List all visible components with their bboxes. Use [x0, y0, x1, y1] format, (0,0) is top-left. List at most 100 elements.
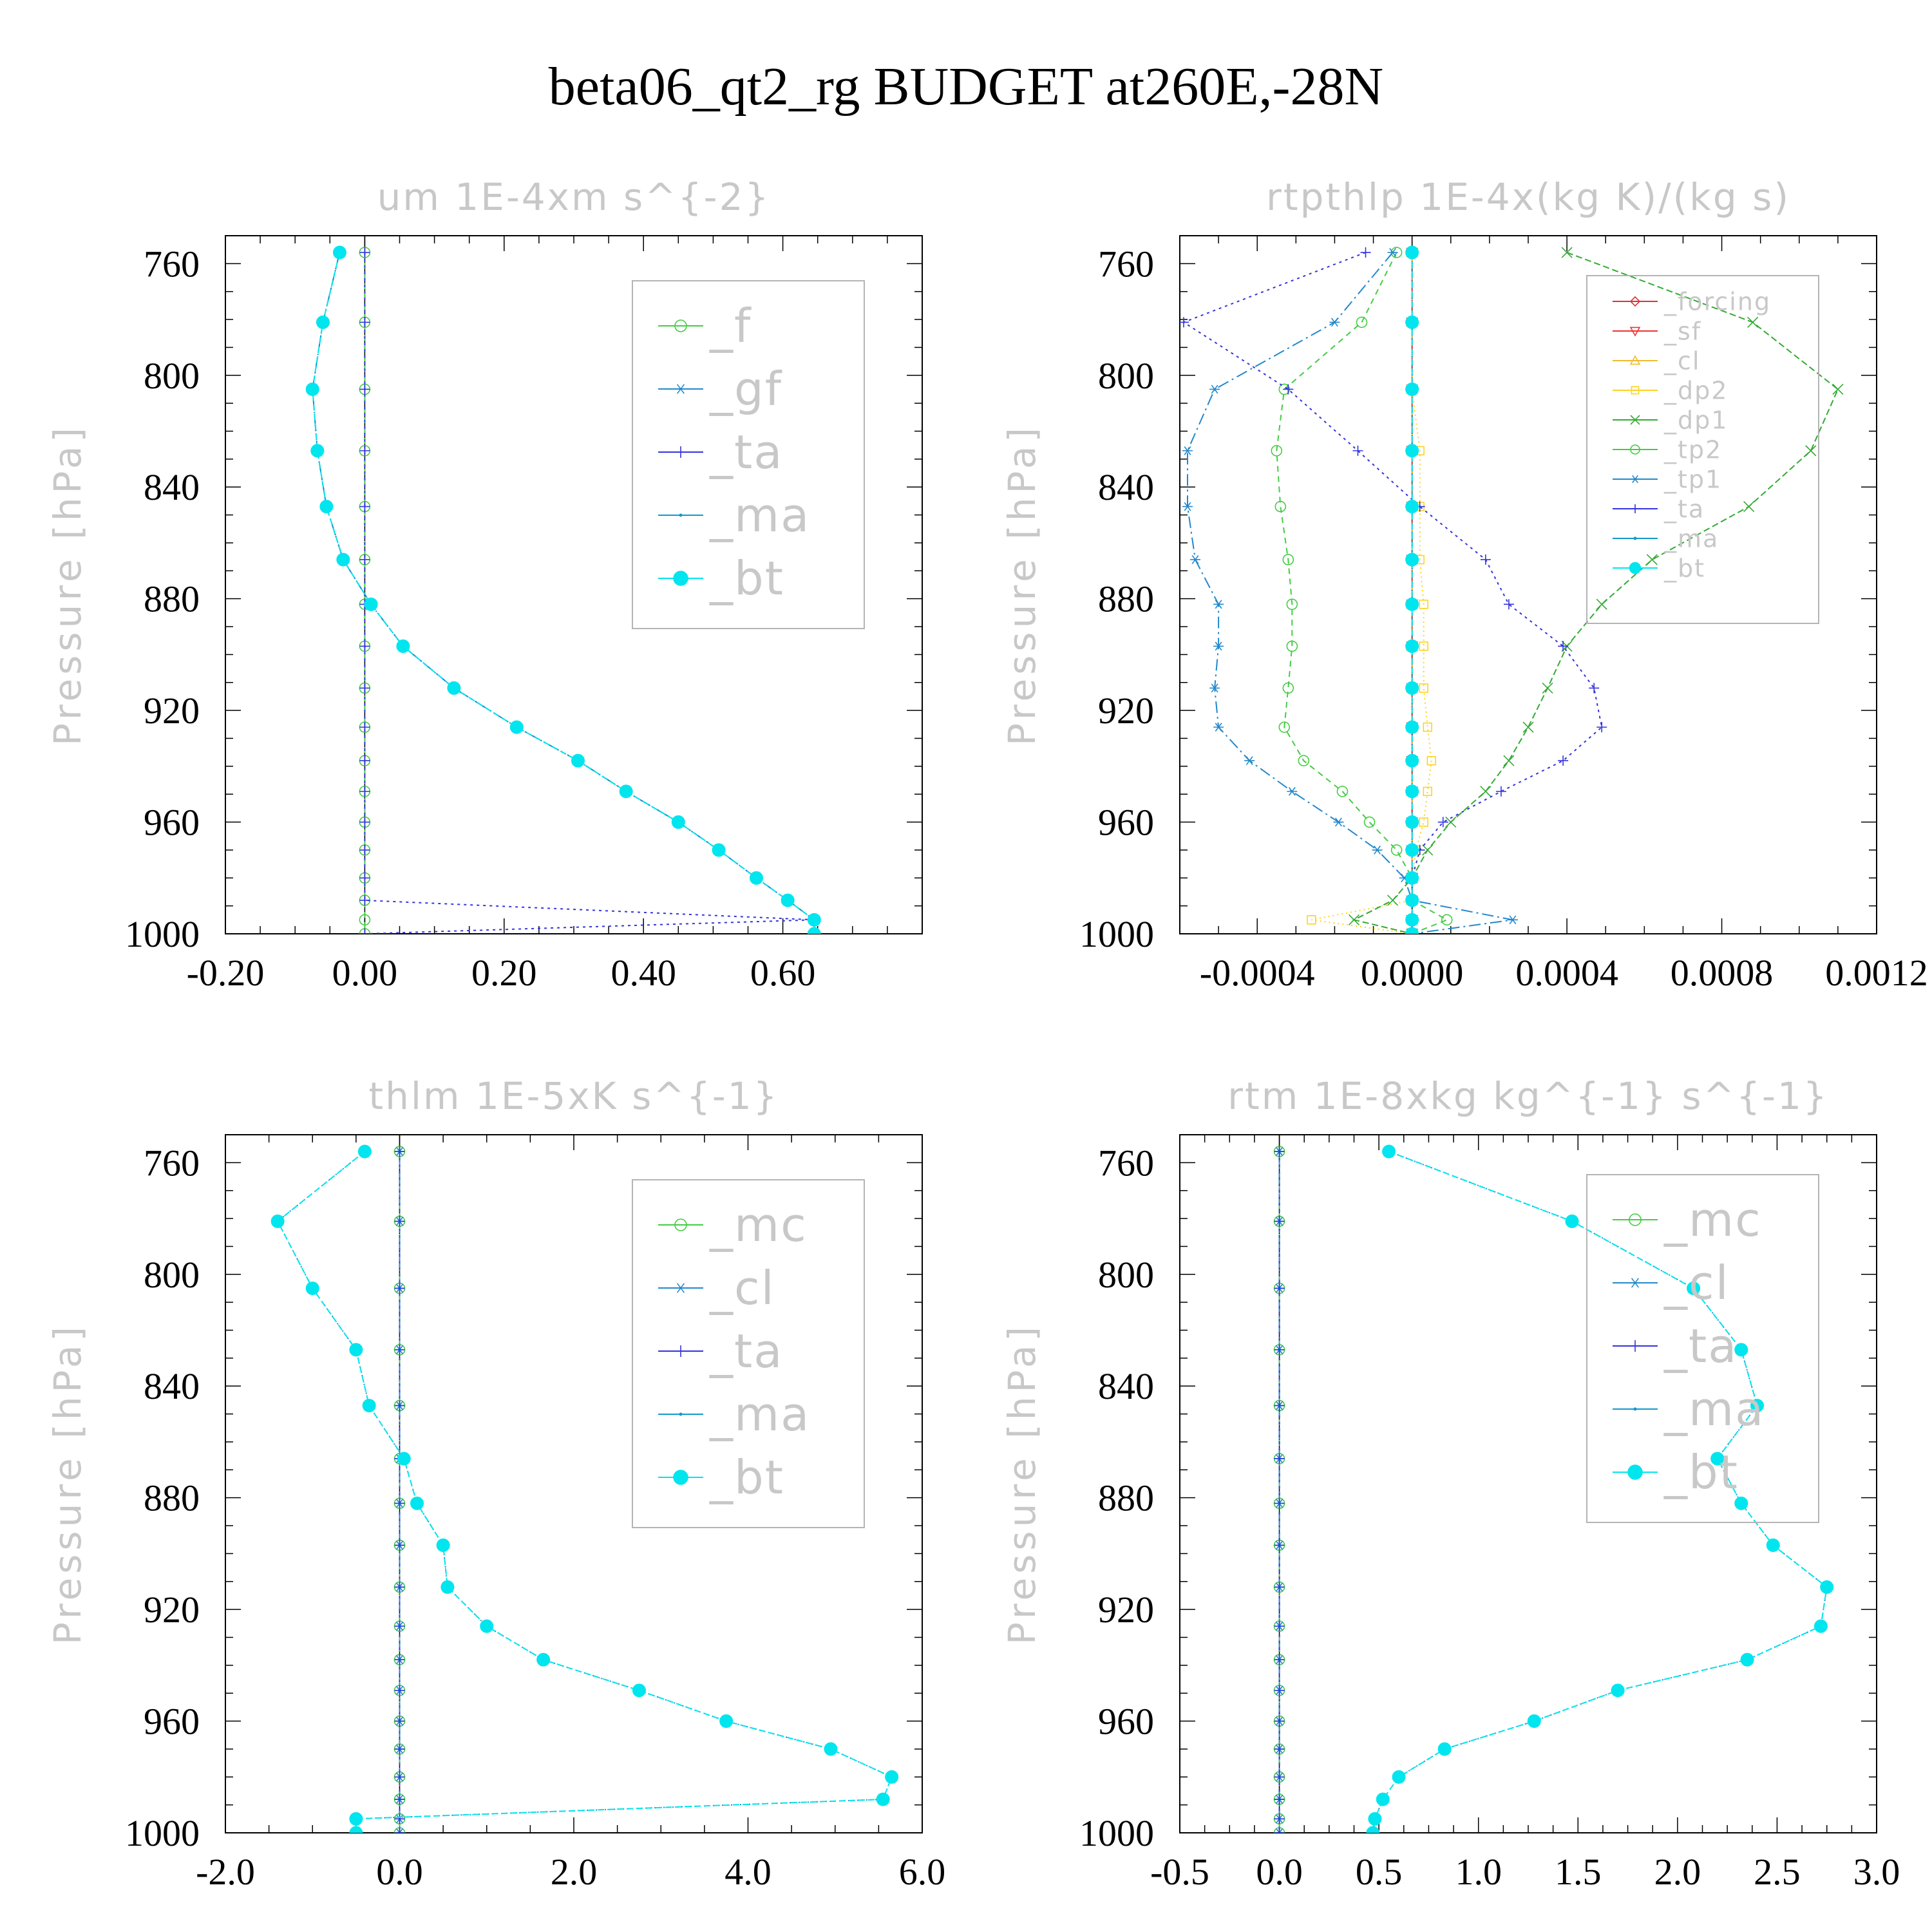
- data-point: [807, 927, 821, 934]
- x-tick-label: 1.0: [1455, 1851, 1502, 1893]
- data-point: [1405, 639, 1419, 653]
- y-tick-label: 880: [1098, 578, 1154, 620]
- data-point: [1766, 1538, 1780, 1552]
- legend-label: _ta: [1663, 495, 1705, 523]
- series-line: [1187, 252, 1513, 934]
- y-tick-label: 760: [1098, 1142, 1154, 1184]
- series-line: [1182, 252, 1603, 934]
- data-point: [1646, 554, 1658, 565]
- data-point: [1503, 755, 1515, 766]
- data-point: [364, 597, 378, 611]
- figure-title: beta06_qt2_rg BUDGET at260E,-28N: [549, 57, 1383, 117]
- data-point: [394, 1654, 405, 1665]
- legend-label: _forcing: [1663, 287, 1771, 316]
- y-tick-label: 760: [144, 243, 200, 285]
- data-point: [349, 1812, 363, 1826]
- data-point: [1348, 914, 1360, 925]
- data-point: [1336, 786, 1349, 797]
- data-point: [749, 871, 763, 885]
- data-point: [359, 247, 370, 258]
- x-tick-label: 0.5: [1356, 1851, 1403, 1893]
- data-point: [1274, 1146, 1285, 1157]
- data-point: [305, 1281, 319, 1295]
- legend-marker: [1629, 562, 1642, 574]
- data-point: [349, 1826, 363, 1833]
- series-ta: [1180, 247, 1607, 934]
- data-point: [1405, 753, 1419, 768]
- y-tick-label: 960: [144, 802, 200, 844]
- x-tick-label: 0.40: [611, 952, 676, 994]
- data-point: [359, 755, 370, 766]
- data-point: [632, 1683, 646, 1698]
- data-point: [1558, 641, 1569, 652]
- data-point: [359, 317, 370, 328]
- series-ma: [1371, 1150, 1829, 1833]
- legend-marker: [674, 1218, 687, 1231]
- chart-panel-4: rtm 1E-8xkg kg^{-1} s^{-1} Pressure [hPa]…: [1000, 1074, 1900, 1893]
- data-point: [1747, 316, 1759, 328]
- data-point: [719, 1714, 734, 1728]
- data-point: [1213, 723, 1224, 732]
- data-point: [394, 1283, 405, 1294]
- legend-marker: [1633, 1407, 1637, 1411]
- data-point: [1611, 1683, 1625, 1698]
- y-tick-label: 760: [1098, 243, 1154, 285]
- data-point: [1422, 844, 1434, 856]
- data-point: [1734, 1343, 1748, 1357]
- data-point: [807, 913, 821, 927]
- y-tick-label: 960: [1098, 1701, 1154, 1743]
- data-point: [359, 641, 370, 652]
- data-point: [1278, 721, 1291, 733]
- data-point: [1283, 384, 1294, 395]
- series-ma: [276, 1150, 894, 1833]
- series-line: [1352, 252, 1839, 934]
- plot-frame: [1179, 1134, 1877, 1833]
- legend-marker: [673, 571, 688, 586]
- data-point: [1405, 843, 1419, 857]
- legend-marker: [675, 1345, 687, 1357]
- data-point: [1274, 1814, 1285, 1824]
- data-point: [1542, 682, 1553, 694]
- x-tick-label: 0.00: [332, 952, 398, 994]
- y-tick-label: 920: [144, 690, 200, 732]
- data-point: [1274, 1400, 1285, 1411]
- data-point: [1274, 1283, 1285, 1294]
- x-tick-label: 2.0: [1654, 1851, 1701, 1893]
- data-point: [1405, 913, 1419, 927]
- data-point: [1405, 500, 1419, 514]
- series-line: [1311, 252, 1432, 934]
- data-point: [394, 1772, 405, 1783]
- data-point: [1805, 445, 1817, 457]
- series-tp2: [1271, 247, 1453, 934]
- y-tick-label: 880: [1098, 1477, 1154, 1519]
- series-bt: [1366, 1144, 1834, 1833]
- legend-marker: [1633, 536, 1637, 540]
- data-point: [362, 1399, 376, 1413]
- data-point: [1213, 600, 1224, 609]
- x-tick-label: -0.20: [187, 952, 265, 994]
- data-point: [1565, 1214, 1579, 1228]
- data-point: [1244, 756, 1255, 766]
- data-point: [1376, 1792, 1390, 1806]
- plot-frame: [1179, 235, 1877, 934]
- y-tick-label: 880: [144, 578, 200, 620]
- data-point: [436, 1538, 450, 1552]
- data-point: [394, 1794, 405, 1804]
- data-point: [1527, 1714, 1541, 1728]
- data-point: [1274, 1743, 1285, 1754]
- legend: _mc _cl _ta _ma _bt: [1586, 1174, 1819, 1523]
- y-axis-label: Pressure [hPa]: [1000, 424, 1044, 746]
- data-point: [1274, 1685, 1285, 1696]
- data-point: [1750, 1399, 1765, 1413]
- data-point: [1274, 1716, 1285, 1727]
- data-point: [1274, 1453, 1285, 1464]
- data-point: [1441, 914, 1453, 926]
- x-tick-label: 1.5: [1555, 1851, 1602, 1893]
- series-line: [312, 252, 815, 934]
- data-point: [1445, 816, 1457, 828]
- data-point: [1743, 501, 1755, 513]
- data-point: [619, 784, 633, 799]
- data-point: [394, 1216, 405, 1227]
- data-point: [1307, 915, 1316, 925]
- panel-title: rtm 1E-8xkg kg^{-1} s^{-1}: [1227, 1074, 1829, 1118]
